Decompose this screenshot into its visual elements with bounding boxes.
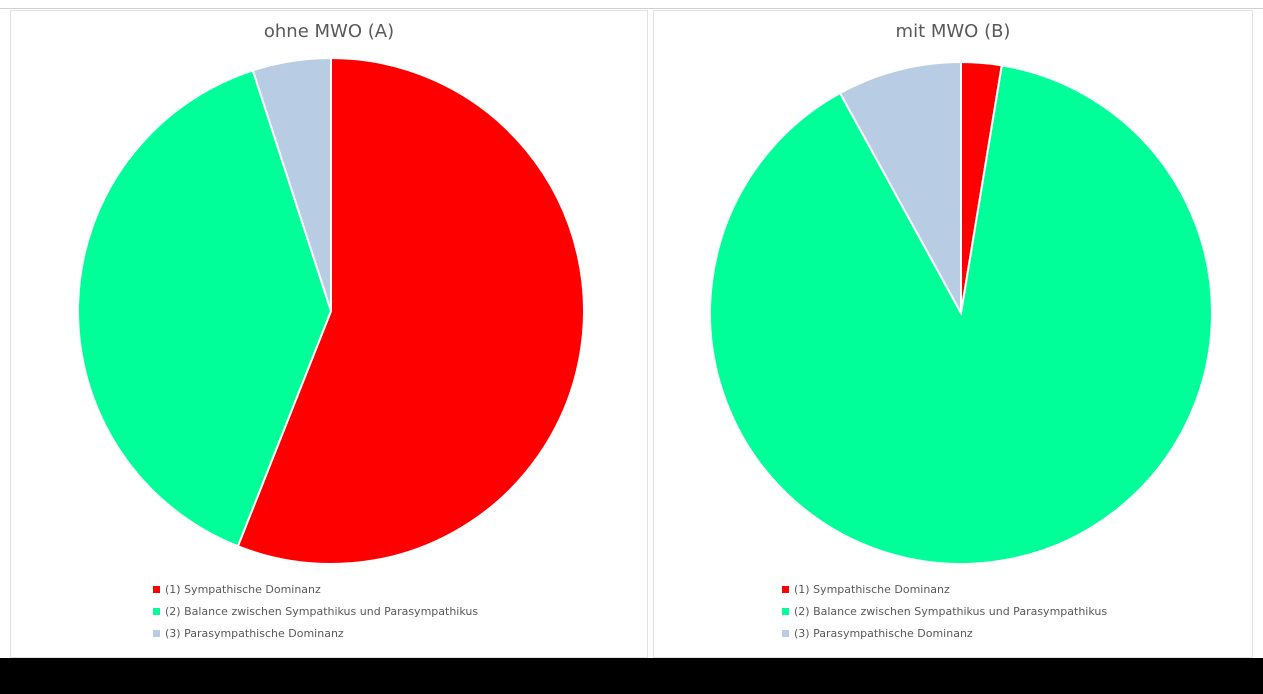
top-divider: [0, 8, 1263, 9]
legend-swatch: [782, 629, 789, 637]
legend-item: (3) Parasympathische Dominanz: [153, 622, 478, 644]
legend-label: (3) Parasympathische Dominanz: [165, 626, 344, 640]
legend-swatch: [782, 607, 789, 615]
pie-slice-3: [251, 56, 332, 312]
legend-label: (2) Balance zwischen Sympathikus und Par…: [165, 604, 479, 618]
pie-slice-1: [236, 56, 585, 565]
legend-a: (1) Sympathische Dominanz (2) Balance zw…: [153, 578, 478, 644]
legend-item: (2) Balance zwischen Sympathikus und Par…: [782, 600, 1107, 622]
pie-slice-2: [709, 64, 1213, 565]
legend-swatch: [782, 585, 789, 593]
legend-swatch: [153, 607, 160, 615]
pie-slice-2: [77, 69, 333, 548]
legend-label: (3) Parasympathische Dominanz: [794, 626, 973, 640]
legend-label: (1) Sympathische Dominanz: [165, 582, 321, 596]
legend-label: (2) Balance zwischen Sympathikus und Par…: [794, 604, 1108, 618]
legend-swatch: [153, 629, 160, 637]
legend-item: (3) Parasympathische Dominanz: [782, 622, 1107, 644]
legend-swatch: [153, 585, 160, 593]
pie-chart-b: [709, 60, 1213, 565]
legend-item: (1) Sympathische Dominanz: [782, 578, 1107, 600]
pie-slice-3: [838, 60, 962, 314]
legend-item: (1) Sympathische Dominanz: [153, 578, 478, 600]
legend-b: (1) Sympathische Dominanz (2) Balance zw…: [782, 578, 1107, 644]
chart-panel-b: mit MWO (B) (1) Sympathische Dominanz (2…: [653, 10, 1253, 658]
chart-title: mit MWO (B): [895, 21, 1011, 42]
chart-title: ohne MWO (A): [263, 21, 395, 42]
bottom-black-bar: [0, 658, 1263, 694]
pie-chart-a: [77, 56, 585, 565]
legend-label: (1) Sympathische Dominanz: [794, 582, 950, 596]
legend-item: (2) Balance zwischen Sympathikus und Par…: [153, 600, 478, 622]
chart-panel-a: ohne MWO (A) (1) Sympathische Dominanz (…: [10, 10, 648, 658]
